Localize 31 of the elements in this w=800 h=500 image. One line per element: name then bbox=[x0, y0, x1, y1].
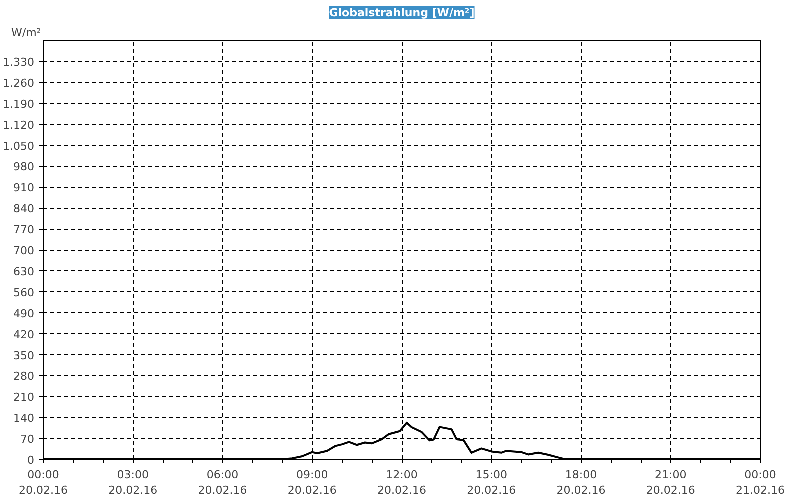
y-tick-label: 140 bbox=[14, 412, 35, 426]
y-tick-label: 350 bbox=[14, 349, 35, 362]
y-tick-label: 1.050 bbox=[3, 140, 35, 153]
y-tick-label: 630 bbox=[14, 265, 35, 278]
y-tick-label: 490 bbox=[14, 307, 35, 320]
x-tick-label: 03:00 20.02.16 bbox=[108, 468, 158, 498]
y-tick-label: 840 bbox=[14, 202, 35, 216]
x-tick-label: 15:00 20.02.16 bbox=[467, 468, 516, 498]
chart-title: Globalstrahlung [W/m²] bbox=[329, 6, 475, 20]
y-tick-label: 980 bbox=[14, 160, 35, 174]
y-tick-label: 700 bbox=[14, 244, 35, 258]
y-tick-label: 1.120 bbox=[3, 118, 35, 132]
x-tick-label: 18:00 20.02.16 bbox=[556, 468, 606, 498]
y-tick-label: 1.260 bbox=[3, 76, 35, 90]
y-tick-label: 0 bbox=[28, 454, 34, 467]
x-tick-label: 06:00 20.02.16 bbox=[198, 468, 248, 498]
y-tick-label: 210 bbox=[14, 391, 35, 404]
y-tick-label: 280 bbox=[14, 370, 35, 384]
x-tick-label: 21:00 20.02.16 bbox=[646, 468, 696, 498]
x-tick-label: 09:00 20.02.16 bbox=[288, 468, 337, 498]
y-tick-label: 1.330 bbox=[3, 56, 35, 69]
y-tick-label: 70 bbox=[20, 433, 35, 446]
y-tick-label: 560 bbox=[14, 286, 35, 300]
y-tick-label: 1.190 bbox=[3, 98, 35, 111]
y-tick-label: 770 bbox=[14, 224, 35, 237]
y-tick-label: 910 bbox=[14, 182, 35, 195]
x-tick-label: 00:00 21.02.16 bbox=[736, 468, 785, 498]
y-axis-title: W/m² bbox=[12, 26, 42, 40]
x-tick-label: 12:00 20.02.16 bbox=[378, 468, 426, 498]
y-tick-label: 420 bbox=[14, 328, 35, 342]
x-tick-label: 00:00 20.02.16 bbox=[19, 468, 68, 498]
